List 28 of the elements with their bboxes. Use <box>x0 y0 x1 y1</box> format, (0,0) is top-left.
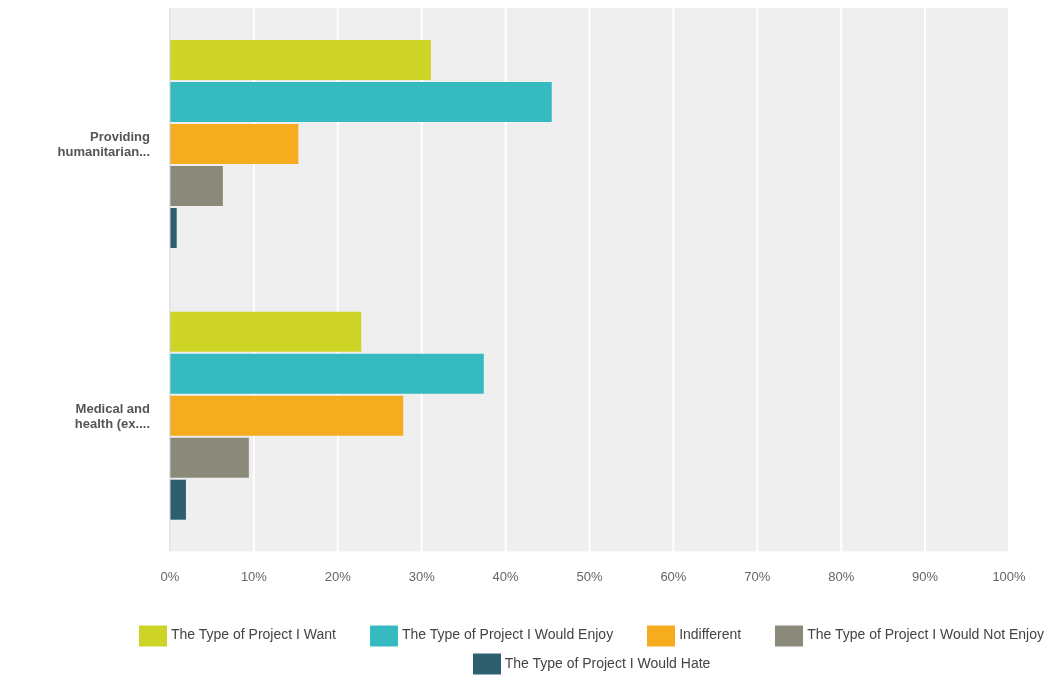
x-tick-label: 30% <box>408 568 436 584</box>
bar <box>170 437 249 478</box>
x-tick-label: 50% <box>576 568 603 584</box>
legend-label: The Type of Project I Would Enjoy <box>401 626 614 643</box>
x-tick-label: 80% <box>828 568 855 584</box>
x-tick-label: 20% <box>324 568 352 584</box>
bar <box>170 124 299 164</box>
x-tick-label: 100% <box>992 568 1027 584</box>
x-tick-label: 40% <box>492 568 520 584</box>
y-tick-label: Medical and health (ex.... <box>74 400 151 431</box>
legend-label: The Type of Project I Would Hate <box>504 654 711 671</box>
bar <box>170 353 484 394</box>
legend-label: The Type of Project I Want <box>171 626 336 643</box>
bar <box>170 82 552 122</box>
x-tick-label: 60% <box>660 568 687 584</box>
legend-label: The Type of Project I Would Not Enjoy <box>807 626 1044 643</box>
bar <box>170 166 223 206</box>
legend-label: Indifferent <box>679 626 742 643</box>
bar <box>170 479 186 520</box>
y-tick-label: Providing humanitarian... <box>57 128 151 159</box>
bar <box>170 311 362 352</box>
x-tick-label: 90% <box>912 568 939 584</box>
x-tick-label: 10% <box>240 568 268 584</box>
bar <box>170 40 431 80</box>
x-tick-label: 0% <box>160 568 180 584</box>
x-tick-label: 70% <box>744 568 771 584</box>
bar <box>170 208 177 248</box>
bar <box>170 395 404 436</box>
